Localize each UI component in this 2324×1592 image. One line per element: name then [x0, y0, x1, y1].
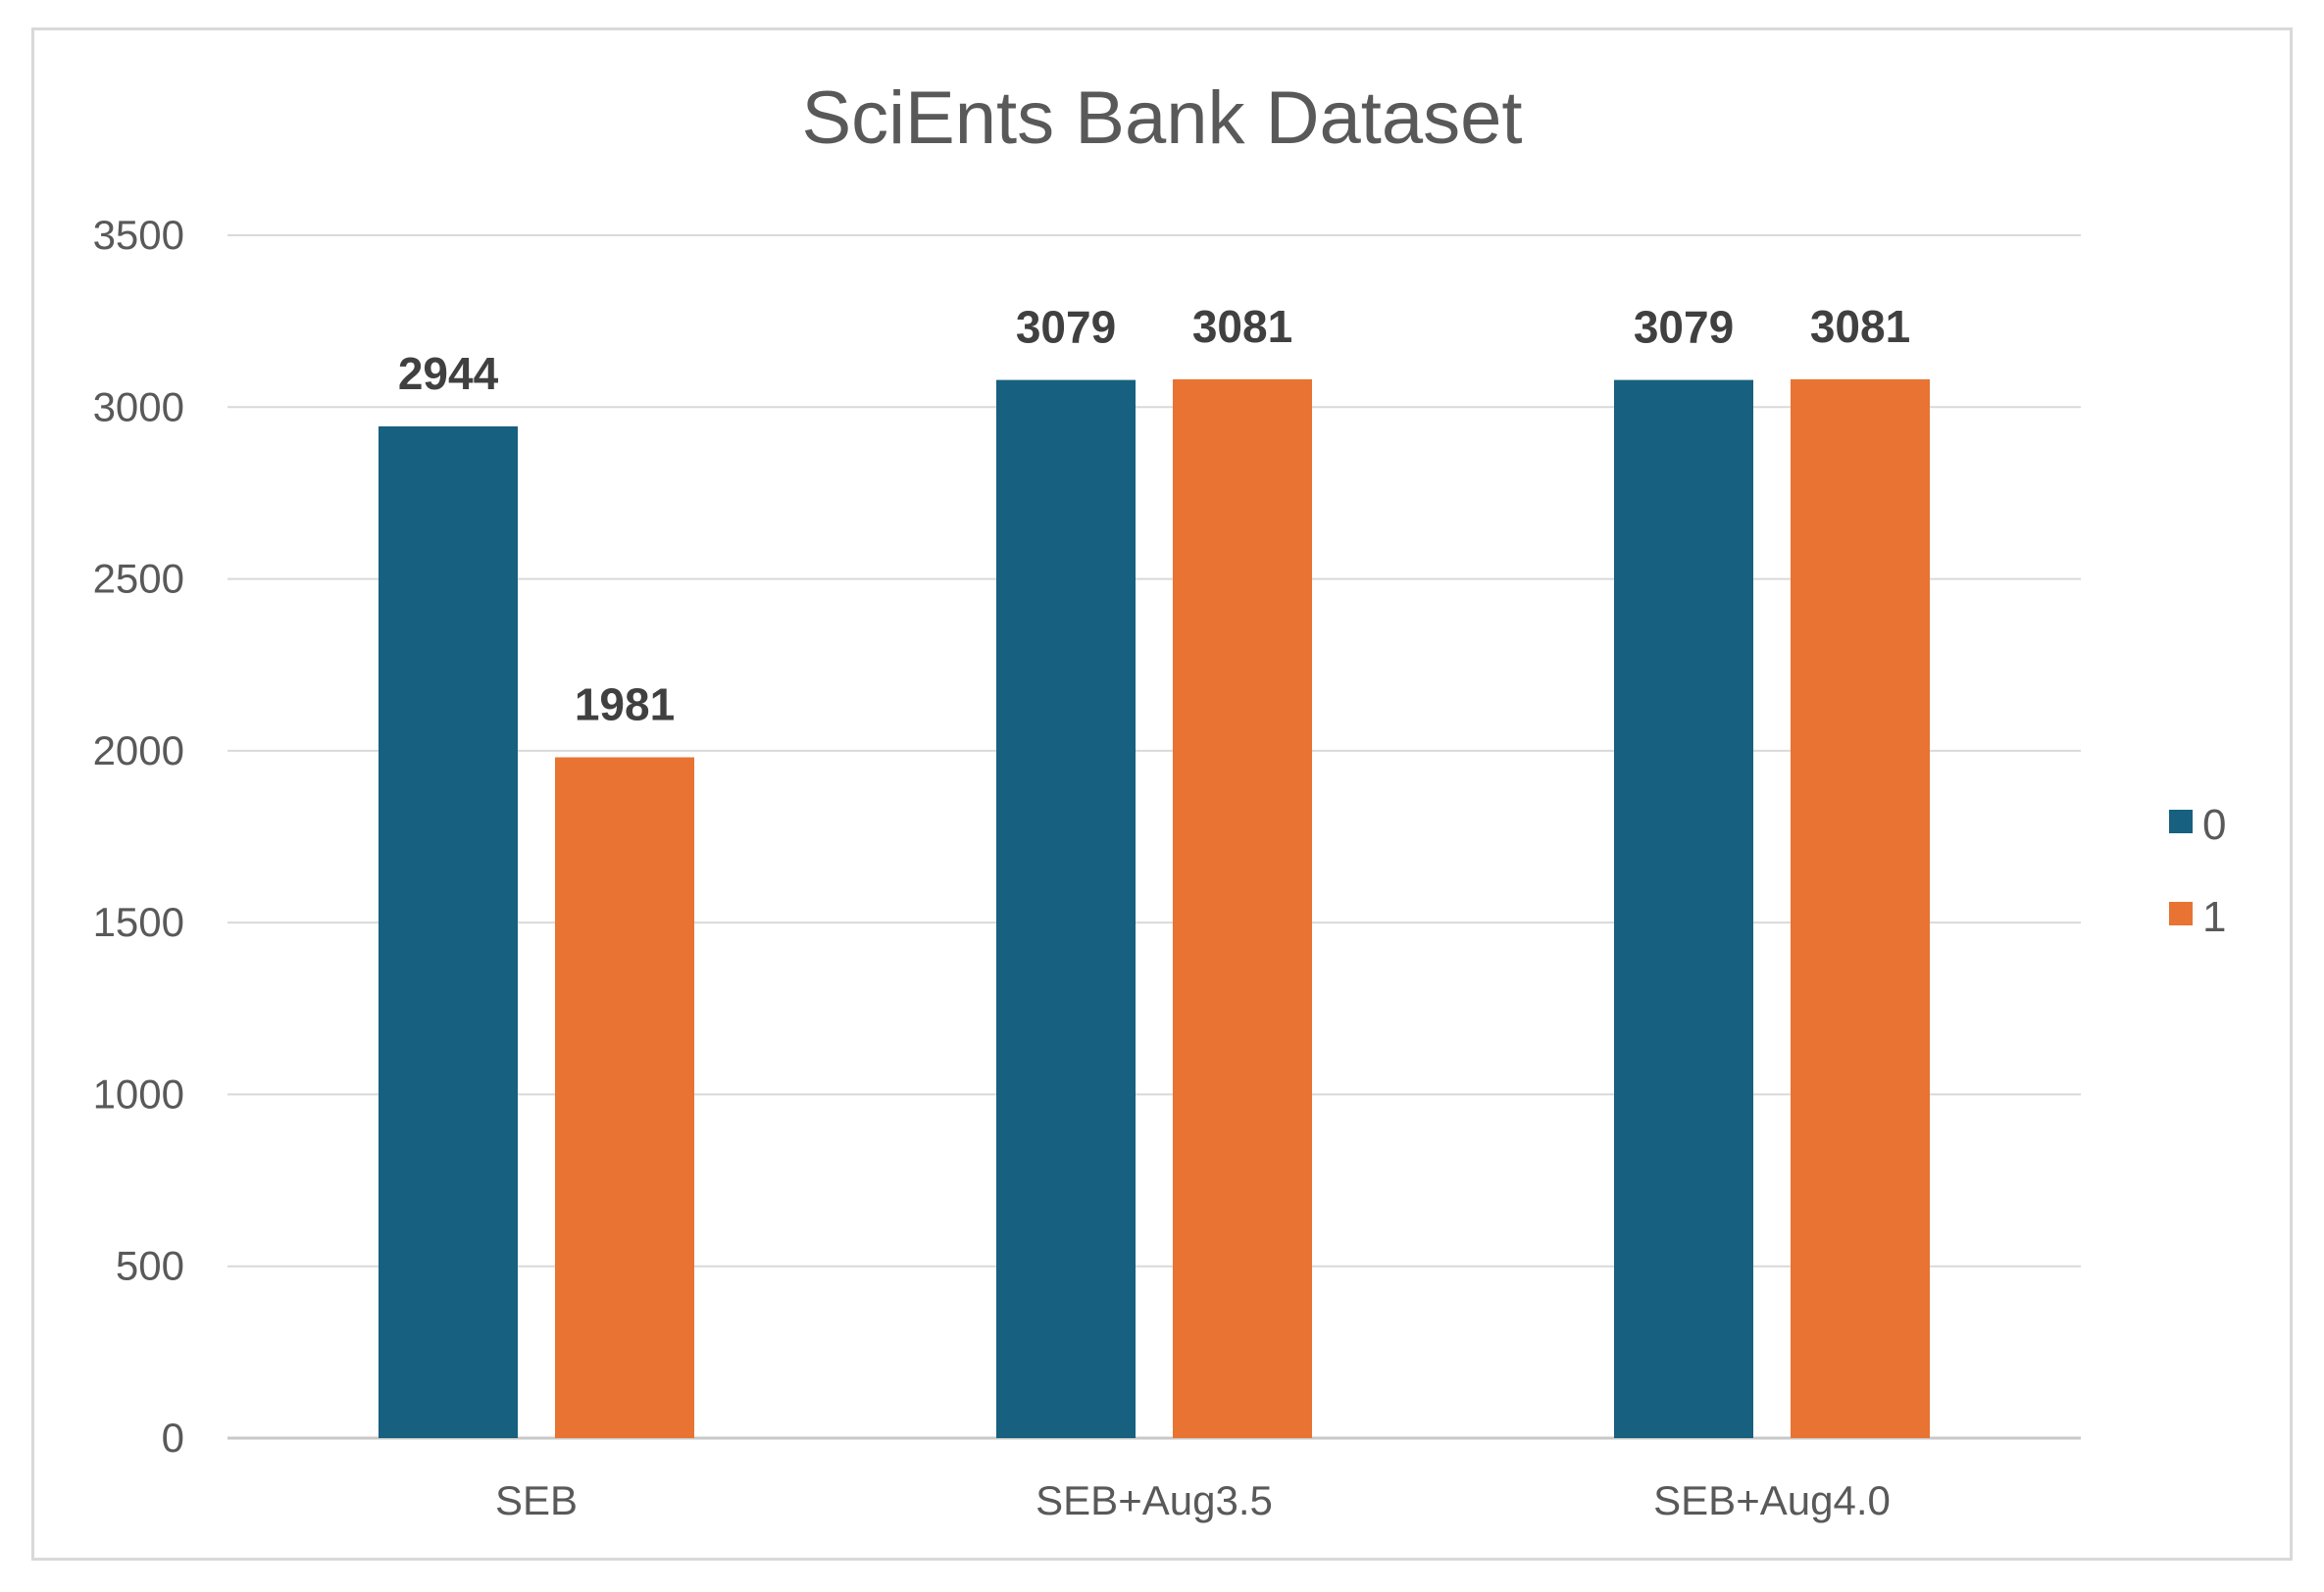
bar-series-0-SEB+Aug3.5: [996, 379, 1136, 1438]
y-tick-label: 1000: [93, 1070, 184, 1117]
data-labels: 2944 1981 3079 3081 3079 3081: [398, 301, 1910, 730]
x-axis-tick-labels: SEB SEB+Aug3.5 SEB+Aug4.0: [495, 1477, 1891, 1523]
bar-series-1-SEB: [555, 757, 694, 1438]
data-label: 3081: [1810, 301, 1910, 352]
gridlines: [227, 234, 2081, 1440]
y-tick-label: 500: [116, 1243, 184, 1289]
bars: [379, 378, 1930, 1439]
chart-title: SciEnts Bank Dataset: [801, 76, 1522, 160]
x-tick-label: SEB+Aug4.0: [1653, 1477, 1891, 1523]
y-tick-label: 1500: [93, 899, 184, 945]
y-tick-label: 0: [162, 1415, 184, 1461]
data-label: 3079: [1016, 302, 1116, 353]
legend-label: 1: [2202, 893, 2226, 941]
y-tick-label: 3500: [93, 212, 184, 258]
bar-series-0-SEB+Aug4.0: [1614, 379, 1753, 1438]
data-label: 3081: [1192, 301, 1292, 352]
x-tick-label: SEB+Aug3.5: [1036, 1477, 1273, 1523]
data-label: 1981: [575, 679, 675, 730]
legend-swatch: [2169, 902, 2193, 925]
bar-series-1-SEB+Aug3.5: [1173, 378, 1312, 1439]
data-label: 3079: [1634, 302, 1734, 353]
y-axis-tick-labels: 0 500 1000 1500 2000 2500 3000 3500: [93, 212, 184, 1461]
bar-series-0-SEB: [379, 425, 518, 1438]
legend-swatch: [2169, 810, 2193, 833]
data-label: 2944: [398, 348, 499, 399]
x-tick-label: SEB: [495, 1477, 578, 1523]
y-tick-label: 2500: [93, 556, 184, 602]
y-tick-label: 2000: [93, 727, 184, 773]
bar-series-1-SEB+Aug4.0: [1791, 378, 1930, 1439]
y-tick-label: 3000: [93, 383, 184, 429]
legend-label: 0: [2202, 801, 2226, 849]
legend: 01: [2169, 801, 2226, 941]
